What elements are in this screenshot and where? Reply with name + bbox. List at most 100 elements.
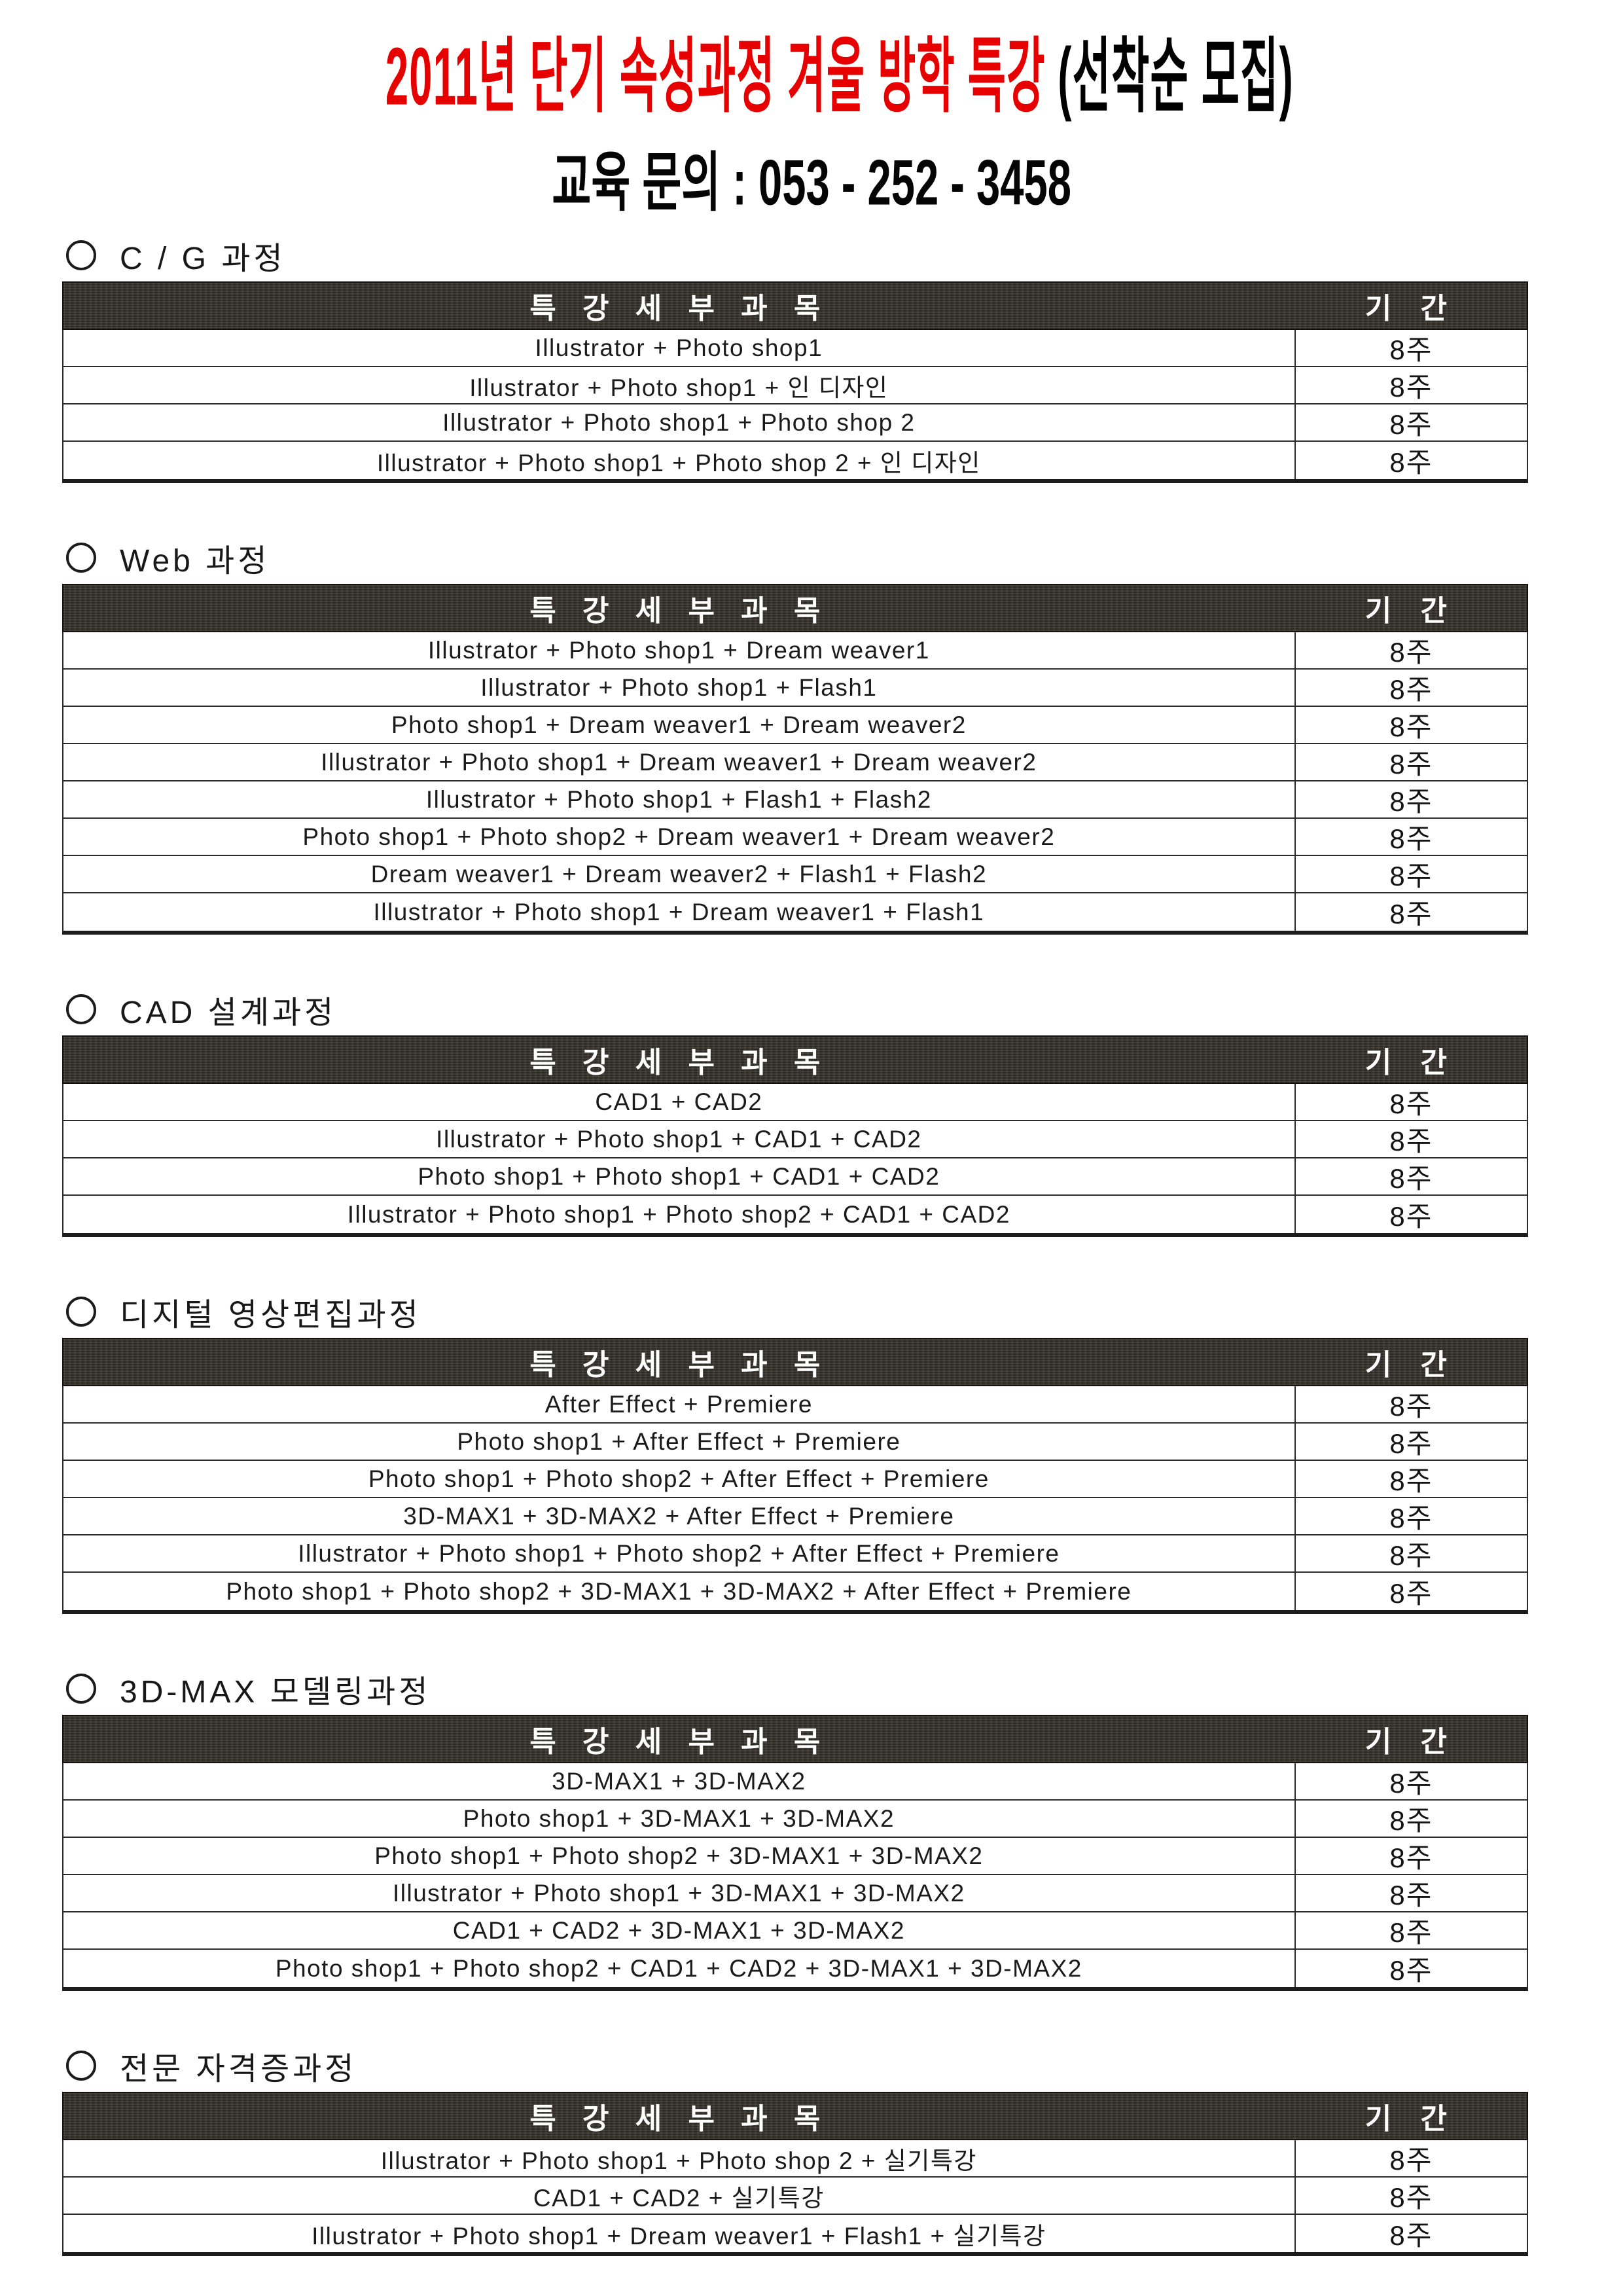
subjects-table: 특 강 세 부 과 목 기 간 CAD1 + CAD2 8주 Illustrat… [62,1035,1528,1237]
table-header-duration: 기 간 [1364,595,1457,627]
section-heading: 디지털 영상편집과정 [66,1295,1528,1333]
table-row: Illustrator + Photo shop1 + CAD1 + CAD2 … [63,1121,1527,1158]
subject-cell: Photo shop1 + After Effect + Premiere [63,1424,1296,1460]
table-row: Photo shop1 + 3D-MAX1 + 3D-MAX2 8주 [63,1801,1527,1838]
section-heading: 전문 자격증과정 [66,2049,1528,2087]
subject-cell: Illustrator + Photo shop1 [63,330,1296,366]
subject-cell: Illustrator + Photo shop1 + 인 디자인 [63,367,1296,403]
subject-cell: Illustrator + Photo shop1 + Photo shop 2 [63,404,1296,440]
duration-cell: 8주 [1389,372,1433,403]
duration-cell: 8주 [1389,2145,1433,2176]
duration-cell: 8주 [1389,637,1433,668]
duration-cell: 8주 [1389,1126,1433,1157]
subject-cell: Illustrator + Photo shop1 + Flash1 [63,670,1296,706]
subjects-table: 특 강 세 부 과 목 기 간 Illustrator + Photo shop… [62,2092,1528,2256]
table-row: Illustrator + Photo shop1 + Photo shop 2… [63,2140,1527,2178]
duration-cell: 8주 [1389,674,1433,705]
duration-cell: 8주 [1389,899,1433,929]
subjects-table: 특 강 세 부 과 목 기 간 3D-MAX1 + 3D-MAX2 8주 Pho… [62,1715,1528,1991]
subject-cell: Illustrator + Photo shop1 + Dream weaver… [63,2215,1296,2252]
duration-cell: 8주 [1389,1842,1433,1873]
table-row: Photo shop1 + Photo shop1 + CAD1 + CAD2 … [63,1158,1527,1196]
contact-line: 교육 문의 : 053 - 252 - 3458 [0,135,1623,220]
duration-cell: 8주 [1389,1428,1433,1459]
table-row: Photo shop1 + Photo shop2 + 3D-MAX1 + 3D… [63,1838,1527,1875]
table-row: Photo shop1 + Photo shop2 + 3D-MAX1 + 3D… [63,1573,1527,1610]
table-row: Photo shop1 + Photo shop2 + CAD1 + CAD2 … [63,1950,1527,1987]
table-body: Illustrator + Photo shop1 8주 Illustrator… [62,330,1528,483]
table-header-subject: 특 강 세 부 과 목 [529,595,830,627]
table-header-duration: 기 간 [1364,2103,1457,2135]
subject-cell: Photo shop1 + Dream weaver1 + Dream weav… [63,707,1296,743]
subject-cell: Illustrator + Photo shop1 + Dream weaver… [63,744,1296,780]
duration-cell: 8주 [1389,749,1433,780]
subject-cell: Photo shop1 + 3D-MAX1 + 3D-MAX2 [63,1801,1296,1837]
duration-cell: 8주 [1389,1088,1433,1119]
table-header-subject: 특 강 세 부 과 목 [529,2103,830,2135]
course-section: C / G 과정 특 강 세 부 과 목 기 간 Illustrator + P… [62,238,1528,483]
duration-cell: 8주 [1389,1917,1433,1948]
section-heading-label: 3D-MAX 모델링과정 [120,1675,431,1710]
subject-cell: Illustrator + Photo shop1 + 3D-MAX1 + 3D… [63,1875,1296,1911]
duration-cell: 8주 [1389,2182,1433,2213]
table-row: After Effect + Premiere 8주 [63,1386,1527,1424]
table-row: Photo shop1 + After Effect + Premiere 8주 [63,1424,1527,1461]
table-row: Illustrator + Photo shop1 + Photo shop 2… [63,404,1527,442]
table-row: CAD1 + CAD2 + 실기특강 8주 [63,2178,1527,2215]
table-header-duration: 기 간 [1364,1047,1457,1079]
duration-cell: 8주 [1389,861,1433,891]
duration-cell: 8주 [1389,1391,1433,1422]
table-header-bar: 특 강 세 부 과 목 기 간 [62,1338,1528,1386]
subject-cell: Illustrator + Photo shop1 + Photo shop 2… [63,442,1296,479]
course-section: Web 과정 특 강 세 부 과 목 기 간 Illustrator + Pho… [62,541,1528,935]
duration-cell: 8주 [1389,1201,1433,1232]
subject-cell: 3D-MAX1 + 3D-MAX2 + After Effect + Premi… [63,1498,1296,1534]
subject-cell: Illustrator + Photo shop1 + Flash1 + Fla… [63,781,1296,817]
table-row: Photo shop1 + Photo shop2 + After Effect… [63,1461,1527,1498]
duration-cell: 8주 [1389,786,1433,817]
subjects-table: 특 강 세 부 과 목 기 간 Illustrator + Photo shop… [62,281,1528,483]
duration-cell: 8주 [1389,1880,1433,1910]
subjects-table: 특 강 세 부 과 목 기 간 Illustrator + Photo shop… [62,584,1528,935]
table-header-bar: 특 강 세 부 과 목 기 간 [62,584,1528,632]
subject-cell: Photo shop1 + Photo shop1 + CAD1 + CAD2 [63,1158,1296,1194]
subject-cell: CAD1 + CAD2 [63,1084,1296,1120]
table-header-subject: 특 강 세 부 과 목 [529,1349,830,1381]
page-title: 2011년 단기 속성과정 겨울 방학 특강 (선착순 모집) [0,0,1623,135]
duration-cell: 8주 [1389,2220,1433,2251]
subject-cell: Photo shop1 + Photo shop2 + 3D-MAX1 + 3D… [63,1573,1296,1610]
table-row: Dream weaver1 + Dream weaver2 + Flash1 +… [63,856,1527,893]
table-row: Illustrator + Photo shop1 + 3D-MAX1 + 3D… [63,1875,1527,1912]
section-heading: CAD 설계과정 [66,992,1528,1030]
table-row: Illustrator + Photo shop1 + Dream weaver… [63,893,1527,931]
subject-cell: Photo shop1 + Photo shop2 + After Effect… [63,1461,1296,1497]
course-section: 전문 자격증과정 특 강 세 부 과 목 기 간 Illustrator + P… [62,2049,1528,2256]
duration-cell: 8주 [1389,1768,1433,1799]
subject-cell: CAD1 + CAD2 + 3D-MAX1 + 3D-MAX2 [63,1912,1296,1948]
table-header-bar: 특 강 세 부 과 목 기 간 [62,1035,1528,1084]
title-note: (선착순 모집) [1058,31,1294,122]
table-header-bar: 특 강 세 부 과 목 기 간 [62,281,1528,330]
page-title-text: 2011년 단기 속성과정 겨울 방학 특강 (선착순 모집) [385,11,1294,128]
subject-cell: Photo shop1 + Photo shop2 + 3D-MAX1 + 3D… [63,1838,1296,1874]
course-section: 3D-MAX 모델링과정 특 강 세 부 과 목 기 간 3D-MAX1 + 3… [62,1672,1528,1991]
subject-cell: Illustrator + Photo shop1 + Photo shop2 … [63,1196,1296,1233]
table-header-duration: 기 간 [1364,1726,1457,1758]
table-row: Illustrator + Photo shop1 + Flash1 + Fla… [63,781,1527,819]
duration-cell: 8주 [1389,447,1433,478]
subject-cell: CAD1 + CAD2 + 실기특강 [63,2178,1296,2214]
table-body: After Effect + Premiere 8주 Photo shop1 +… [62,1386,1528,1614]
subject-cell: After Effect + Premiere [63,1386,1296,1422]
section-heading-label: Web 과정 [120,544,270,579]
table-row: 3D-MAX1 + 3D-MAX2 8주 [63,1763,1527,1801]
circle-bullet-icon [66,543,96,573]
section-heading: C / G 과정 [66,238,1528,276]
subject-cell: Illustrator + Photo shop1 + Photo shop2 … [63,1535,1296,1571]
table-header-bar: 특 강 세 부 과 목 기 간 [62,2092,1528,2140]
table-body: CAD1 + CAD2 8주 Illustrator + Photo shop1… [62,1084,1528,1237]
contact-text: 교육 문의 : 053 - 252 - 3458 [552,145,1071,219]
table-header-subject: 특 강 세 부 과 목 [529,1726,830,1758]
duration-cell: 8주 [1389,823,1433,854]
subject-cell: Dream weaver1 + Dream weaver2 + Flash1 +… [63,856,1296,892]
